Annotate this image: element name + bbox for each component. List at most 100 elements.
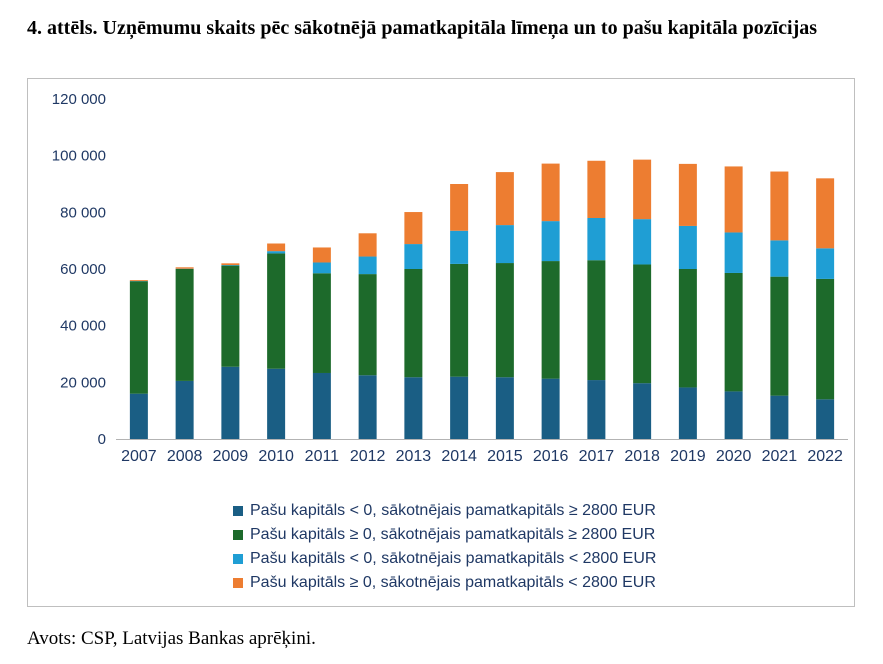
bar-segment-2021-series-2	[770, 276, 789, 396]
bar-segment-2018-series-2	[633, 264, 652, 384]
bar-segment-2013-series-2	[404, 269, 423, 378]
y-tick-label: 120 000	[52, 91, 106, 108]
x-tick-label: 2011	[305, 448, 340, 465]
legend-swatch	[233, 506, 243, 516]
bar-segment-2021-series-3	[770, 240, 789, 277]
y-tick-label: 20 000	[60, 374, 106, 391]
x-tick-label: 2017	[579, 448, 615, 465]
bar-segment-2008-series-4	[175, 267, 194, 269]
bar-segment-2015-series-4	[495, 172, 514, 226]
x-tick-label: 2013	[396, 448, 432, 465]
bar-segment-2012-series-3	[358, 256, 377, 275]
bar-segment-2014-series-2	[450, 263, 469, 377]
legend-item: Pašu kapitāls ≥ 0, sākotnējais pamatkapi…	[233, 523, 656, 547]
bar-segment-2010-series-1	[267, 368, 286, 439]
x-tick-label: 2016	[533, 448, 569, 465]
source-note: Avots: CSP, Latvijas Bankas aprēķini.	[27, 628, 316, 649]
bar-segment-2015-series-3	[495, 225, 514, 264]
bar-segment-2013-series-1	[404, 377, 423, 439]
bar-segment-2008-series-1	[175, 380, 194, 439]
bar-segment-2016-series-1	[541, 378, 560, 439]
y-tick-label: 0	[98, 431, 106, 448]
bar-segment-2016-series-2	[541, 261, 560, 379]
legend-label: Pašu kapitāls ≥ 0, sākotnējais pamatkapi…	[250, 574, 656, 591]
bar-segment-2017-series-3	[587, 218, 606, 261]
bar-segment-2017-series-4	[587, 160, 606, 218]
bar-segment-2014-series-3	[450, 230, 469, 264]
x-tick-label: 2008	[167, 448, 203, 465]
x-tick-label: 2020	[716, 448, 752, 465]
x-tick-label: 2009	[213, 448, 249, 465]
y-tick-label: 80 000	[60, 204, 106, 221]
bar-segment-2009-series-4	[221, 263, 240, 266]
bar-segment-2018-series-1	[633, 383, 652, 439]
chart-legend: Pašu kapitāls < 0, sākotnējais pamatkapi…	[233, 499, 656, 595]
bar-segment-2010-series-3	[267, 251, 286, 254]
bar-segment-2019-series-2	[678, 269, 697, 388]
legend-label: Pašu kapitāls < 0, sākotnējais pamatkapi…	[250, 502, 656, 519]
legend-swatch	[233, 530, 243, 540]
bar-segment-2013-series-4	[404, 212, 423, 245]
legend-swatch	[233, 554, 243, 564]
bar-segment-2011-series-1	[312, 372, 331, 439]
x-tick-label: 2014	[441, 448, 477, 465]
bar-segment-2010-series-4	[267, 243, 286, 252]
bar-segment-2012-series-1	[358, 375, 377, 439]
bar-segment-2019-series-3	[678, 225, 697, 269]
bar-segment-2016-series-4	[541, 163, 560, 222]
legend-label: Pašu kapitāls < 0, sākotnējais pamatkapi…	[250, 550, 657, 567]
chart-title: 4. attēls. Uzņēmumu skaits pēc sākotnējā…	[27, 17, 818, 39]
legend-item: Pašu kapitāls < 0, sākotnējais pamatkapi…	[233, 499, 656, 523]
bar-segment-2012-series-2	[358, 274, 377, 376]
y-tick-label: 100 000	[52, 148, 106, 165]
chart-frame: 0 20 000 40 000 60 000 80 000 100 000 120 000 2…	[27, 78, 855, 607]
legend-item: Pašu kapitāls ≥ 0, sākotnējais pamatkapi…	[233, 571, 656, 595]
bar-segment-2014-series-4	[450, 184, 469, 231]
bar-segment-2008-series-2	[175, 269, 194, 381]
bar-segment-2015-series-1	[495, 377, 514, 439]
y-tick-label: 40 000	[60, 318, 106, 335]
bar-segment-2009-series-3	[221, 265, 240, 266]
x-tick-label: 2007	[121, 448, 157, 465]
bar-segment-2009-series-1	[221, 366, 240, 439]
bar-segment-2022-series-3	[816, 248, 835, 279]
bar-segment-2016-series-3	[541, 221, 560, 262]
bar-segment-2014-series-1	[450, 376, 469, 439]
x-tick-label: 2018	[624, 448, 660, 465]
legend-label: Pašu kapitāls ≥ 0, sākotnējais pamatkapi…	[250, 526, 656, 543]
bar-segment-2022-series-2	[816, 278, 835, 400]
bar-segment-2007-series-1	[129, 393, 148, 439]
bar-segment-2021-series-4	[770, 171, 789, 241]
bar-segment-2011-series-2	[312, 273, 331, 373]
bar-segment-2012-series-4	[358, 233, 377, 257]
x-tick-label: 2021	[762, 448, 798, 465]
bar-segment-2022-series-1	[816, 399, 835, 439]
bar-segment-2017-series-2	[587, 260, 606, 381]
legend-swatch	[233, 578, 243, 588]
bar-segment-2015-series-2	[495, 263, 514, 378]
bar-segment-2018-series-4	[633, 159, 652, 220]
y-tick-label: 60 000	[60, 261, 106, 278]
bar-segment-2018-series-3	[633, 219, 652, 265]
bar-segment-2011-series-3	[312, 262, 331, 274]
x-tick-label: 2015	[487, 448, 523, 465]
bar-segment-2013-series-3	[404, 244, 423, 269]
legend-item: Pašu kapitāls < 0, sākotnējais pamatkapi…	[233, 547, 656, 571]
bar-segment-2007-series-2	[129, 281, 148, 394]
bar-segment-2017-series-1	[587, 380, 606, 439]
x-tick-label: 2012	[350, 448, 386, 465]
x-tick-label: 2010	[258, 448, 294, 465]
bar-segment-2009-series-2	[221, 265, 240, 367]
bar-segment-2019-series-1	[678, 387, 697, 439]
bar-segment-2020-series-3	[724, 232, 743, 273]
bar-segment-2021-series-1	[770, 395, 789, 439]
bar-segment-2019-series-4	[678, 163, 697, 226]
x-tick-label: 2019	[670, 448, 706, 465]
bar-segment-2020-series-1	[724, 391, 743, 439]
bar-segment-2011-series-4	[312, 247, 331, 263]
bar-segment-2007-series-4	[129, 280, 148, 281]
bar-segment-2022-series-4	[816, 178, 835, 249]
bar-segment-2010-series-2	[267, 253, 286, 369]
x-tick-label: 2022	[807, 448, 843, 465]
bar-segment-2020-series-2	[724, 272, 743, 392]
